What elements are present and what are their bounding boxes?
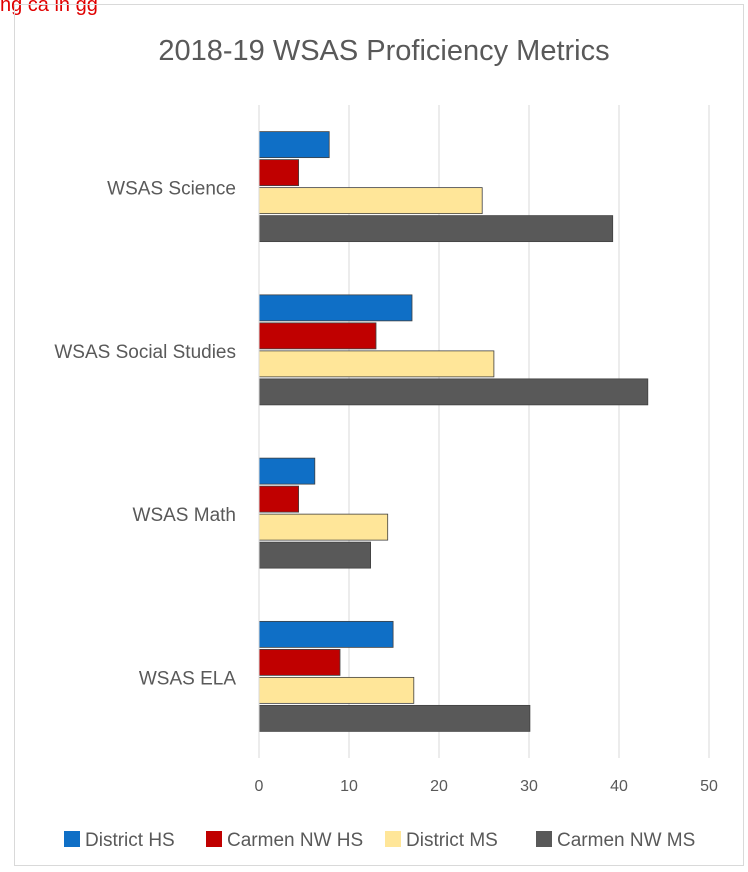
x-tick-label: 10 bbox=[340, 778, 358, 795]
legend-label: Carmen NW MS bbox=[557, 830, 695, 851]
bar bbox=[258, 294, 413, 322]
bar bbox=[258, 485, 299, 513]
bar bbox=[258, 378, 649, 406]
bar bbox=[258, 187, 483, 215]
bar bbox=[258, 457, 316, 485]
legend-label: District HS bbox=[85, 830, 175, 851]
bar bbox=[258, 215, 614, 243]
bar bbox=[258, 159, 299, 187]
chart-frame bbox=[14, 4, 744, 866]
x-tick-label: 0 bbox=[255, 778, 264, 795]
category-label: WSAS Math bbox=[133, 505, 236, 526]
legend-swatch bbox=[206, 831, 222, 847]
x-tick-label: 50 bbox=[700, 778, 718, 795]
legend-swatch bbox=[536, 831, 552, 847]
bar bbox=[258, 513, 389, 541]
x-tick-label: 40 bbox=[610, 778, 628, 795]
category-label: WSAS Social Studies bbox=[54, 342, 236, 363]
legend-label: Carmen NW HS bbox=[227, 830, 363, 851]
bar bbox=[258, 648, 341, 676]
x-tick-label: 20 bbox=[430, 778, 448, 795]
legend-label: District MS bbox=[406, 830, 498, 851]
chart-title: 2018-19 WSAS Proficiency Metrics bbox=[158, 35, 609, 67]
category-label: WSAS ELA bbox=[139, 668, 236, 689]
bar bbox=[258, 620, 394, 648]
x-tick-label: 30 bbox=[520, 778, 538, 795]
legend-swatch bbox=[385, 831, 401, 847]
bar bbox=[258, 541, 371, 569]
bar bbox=[258, 322, 377, 350]
bar bbox=[258, 131, 330, 159]
bar bbox=[258, 704, 531, 732]
bar bbox=[258, 350, 495, 378]
category-label: WSAS Science bbox=[107, 179, 236, 200]
legend-swatch bbox=[64, 831, 80, 847]
bar bbox=[258, 676, 415, 704]
